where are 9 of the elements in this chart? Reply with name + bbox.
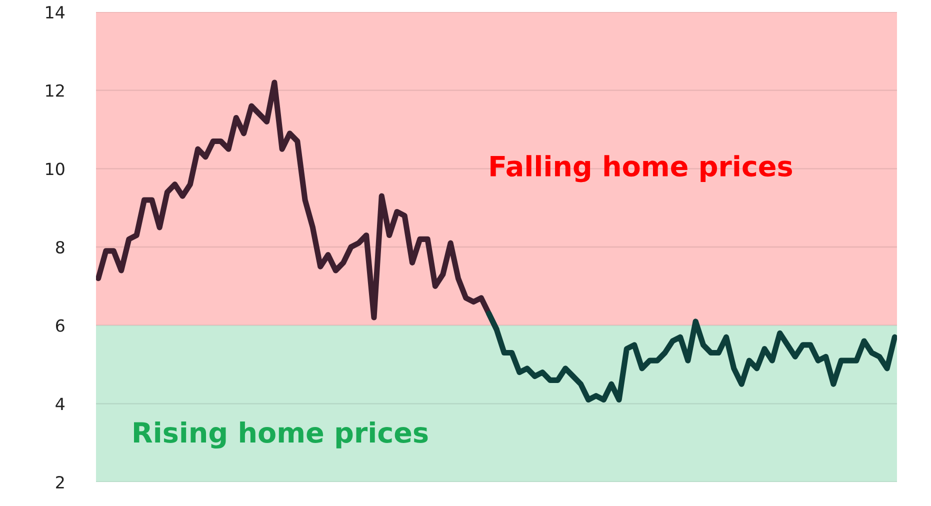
band-label: Rising home prices xyxy=(134,421,428,449)
y-tick-label: 10 xyxy=(46,162,64,176)
y-tick-label: 12 xyxy=(46,84,64,97)
y-tick-label: 2 xyxy=(56,476,64,488)
y-tick-label: 14 xyxy=(46,6,65,18)
band-label: Falling home prices xyxy=(490,155,792,182)
y-tick-label: 6 xyxy=(56,319,64,332)
y-tick-label: 8 xyxy=(56,240,64,254)
y-tick-label: 4 xyxy=(56,398,65,410)
